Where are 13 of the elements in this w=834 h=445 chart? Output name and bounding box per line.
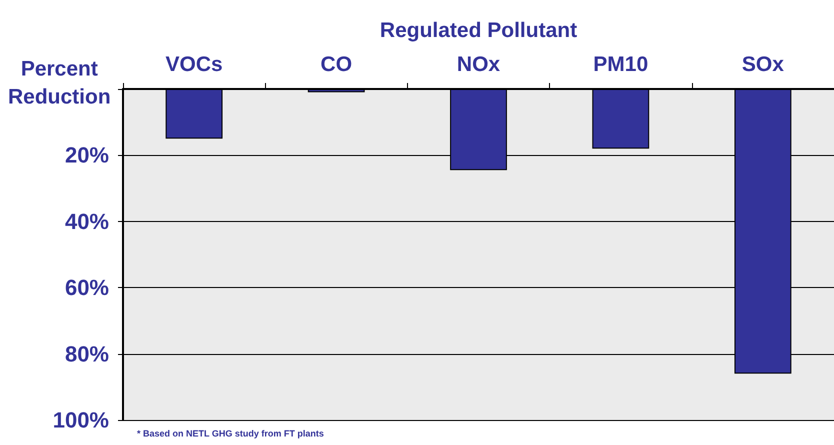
x-tick-label: NOx xyxy=(456,53,500,76)
x-tick-label: PM10 xyxy=(593,53,648,76)
y-tick-label: 80% xyxy=(64,341,109,366)
y-axis-title: Percent Reduction xyxy=(8,58,111,108)
text: * Based on NETL GHG study from FT plants xyxy=(137,428,324,438)
y-tick-label: 60% xyxy=(64,275,109,300)
y-tick-label: 20% xyxy=(64,142,109,168)
y-tick-label: 100% xyxy=(52,408,109,432)
x-tick-label: SOx xyxy=(742,53,784,76)
x-tick-label: VOCs xyxy=(166,53,223,76)
y-tick-label: 40% xyxy=(64,208,109,234)
x-axis-title: Regulated Pollutant xyxy=(380,19,578,42)
x-tick-label: CO xyxy=(320,53,352,76)
